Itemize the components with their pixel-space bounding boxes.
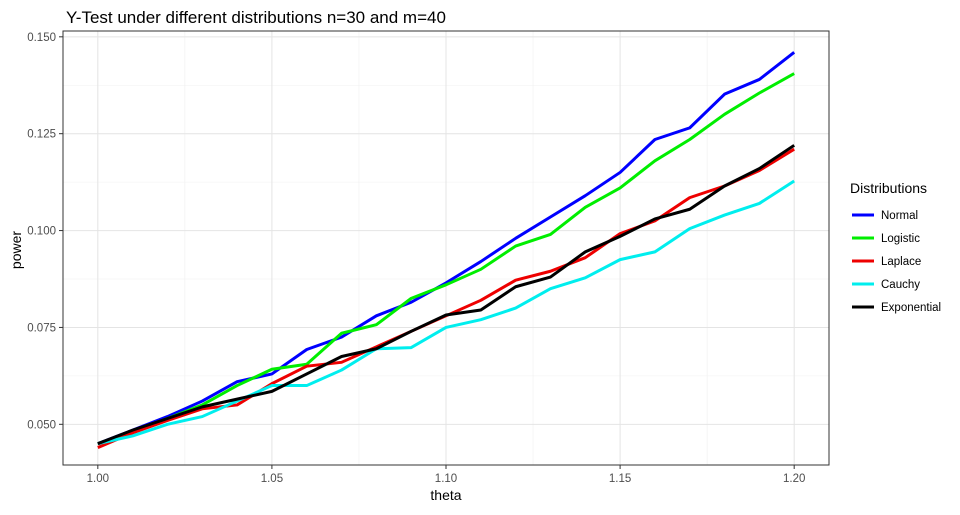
- series-line-cauchy: [97, 179, 795, 446]
- series-line-exponential: [97, 144, 796, 446]
- x-axis-label: theta: [430, 487, 461, 503]
- legend-title: Distributions: [850, 180, 927, 196]
- legend-label-laplace: Laplace: [881, 256, 921, 268]
- x-tick-label: 1.05: [261, 473, 283, 485]
- y-tick-label: 0.100: [27, 226, 56, 238]
- y-tick-label: 0.050: [27, 419, 56, 431]
- legend-label-exponential: Exponential: [881, 302, 941, 314]
- plot-area: 1.00 1.05 1.10 1.15 1.20 0.050 0.075 0.100 0.125…: [27, 30, 830, 485]
- x-tick-label: 1.15: [609, 473, 631, 485]
- legend-label-cauchy: Cauchy: [881, 279, 920, 291]
- series-line-logistic: [97, 72, 795, 446]
- x-tick-label: 1.00: [87, 473, 109, 485]
- legend: Normal Logistic Laplace Cauchy Exponential: [852, 210, 941, 314]
- y-tick-label: 0.125: [27, 129, 56, 141]
- x-tick-label: 1.20: [783, 473, 805, 485]
- legend-label-normal: Normal: [881, 210, 918, 222]
- x-tick-label: 1.10: [435, 473, 457, 485]
- chart-title: Y-Test under different distributions n=3…: [66, 8, 446, 27]
- y-tick-label: 0.075: [27, 322, 56, 334]
- legend-label-logistic: Logistic: [881, 233, 920, 245]
- y-axis-label: power: [8, 231, 24, 269]
- y-tick-label: 0.150: [27, 32, 56, 44]
- series-line-normal: [97, 51, 796, 446]
